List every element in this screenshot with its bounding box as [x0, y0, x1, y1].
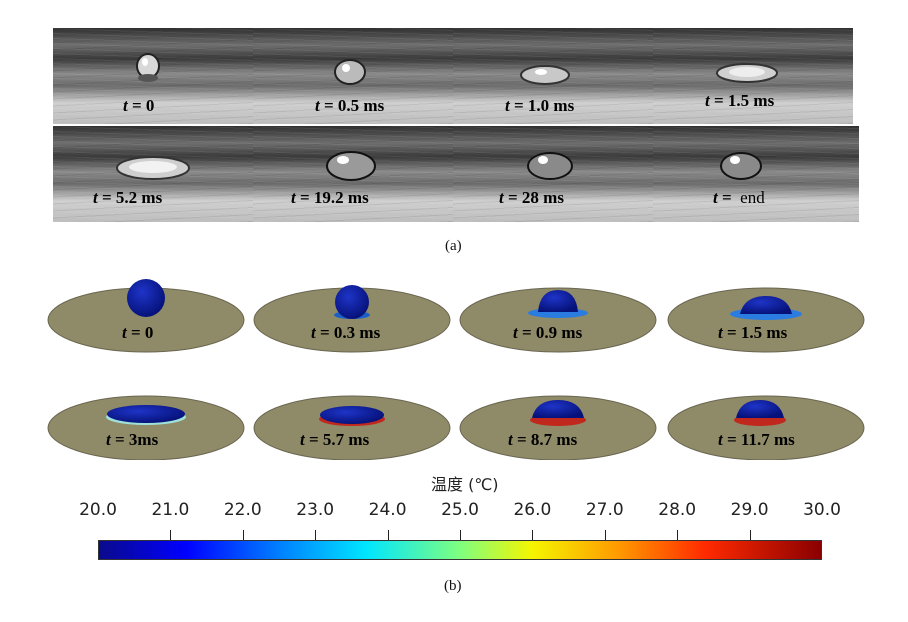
colorbar-tick-label: 30.0: [803, 500, 841, 520]
colorbar-tick: [242, 530, 244, 540]
colorbar-tick-label: 22.0: [223, 500, 262, 520]
colorbar-tick: [677, 530, 679, 540]
time-label: t = 1.5 ms: [705, 91, 775, 110]
photo-frame: t = 0: [53, 28, 253, 124]
colorbar-tick-label: 26.0: [513, 500, 552, 520]
droplet-photo: [520, 65, 570, 85]
sim-frame: [47, 279, 245, 353]
time-label: t = 8.7 ms: [508, 430, 578, 449]
colorbar-tick-label: 24.0: [368, 500, 407, 520]
plate: [47, 395, 245, 460]
time-label: t = 5.2 ms: [93, 188, 163, 207]
time-label: t = end: [713, 188, 765, 207]
plate: [459, 395, 657, 460]
sim-frame: [667, 287, 865, 353]
colorbar-tick: [749, 530, 751, 540]
colorbar-tick-label: 20.0: [79, 500, 117, 520]
colorbar-tick-label: 23.0: [296, 500, 335, 520]
plate: [253, 395, 451, 460]
time-label: t = 5.7 ms: [300, 430, 370, 449]
droplet-photo: [116, 156, 190, 180]
colorbar-tick: [460, 530, 461, 540]
droplet-photo: [720, 152, 762, 180]
droplet-photo: [527, 152, 573, 180]
photo-frame: t = 5.2 ms: [53, 126, 253, 222]
droplet-photo: [334, 59, 366, 85]
sim-frame: [667, 395, 865, 460]
time-label: t = 3ms: [106, 430, 159, 449]
experiment-photo-grid: t = 0 t = 0.5 ms t = 1.0 ms t = 1.5 ms: [53, 28, 859, 222]
colorbar-tick: [387, 530, 389, 540]
photo-frame: t = 19.2 ms: [253, 126, 453, 222]
colorbar-tick-label: 27.0: [585, 500, 624, 520]
photo-frame: t = 0.5 ms: [253, 28, 453, 124]
colorbar-title: 温度 (℃): [431, 475, 499, 494]
droplet-sim: [107, 405, 185, 423]
panel-b-caption: (b): [444, 578, 462, 594]
colorbar-tick: [604, 530, 606, 540]
time-label: t = 19.2 ms: [291, 188, 369, 207]
colorbar-tick-label: 21.0: [151, 500, 190, 520]
plate: [459, 287, 657, 353]
sim-frame: [459, 395, 657, 460]
droplet-sim: [532, 400, 584, 418]
time-label: t = 0: [122, 323, 154, 342]
time-label: t = 1.0 ms: [505, 96, 575, 115]
droplet-sim: [335, 285, 369, 319]
droplet-sim: [538, 290, 578, 312]
droplet-sim: [127, 279, 165, 317]
droplet-sim: [320, 406, 384, 424]
time-label: t = 11.7 ms: [718, 430, 795, 449]
time-label: t = 0.3 ms: [311, 323, 381, 342]
photo-frame: t = 1.0 ms: [453, 28, 653, 124]
sim-frame: [459, 287, 657, 353]
panel-a-caption: (a): [445, 238, 462, 254]
colorbar-tick: [170, 530, 172, 540]
droplet-photo: [716, 63, 778, 83]
sim-frame: [47, 395, 245, 460]
colorbar-tick: [532, 530, 534, 540]
colorbar-tick-label: 25.0: [441, 500, 479, 520]
time-label: t = 0.9 ms: [513, 323, 583, 342]
droplet-photo: [136, 53, 160, 82]
photo-frame: t = 1.5 ms: [653, 28, 853, 124]
plate: [667, 395, 865, 460]
sim-frame: [253, 285, 451, 353]
droplet-photo: [326, 151, 376, 181]
sim-frame: [253, 395, 451, 460]
colorbar-tick-label: 28.0: [658, 500, 697, 520]
simulation-frames: [47, 279, 865, 460]
time-label: t = 0.5 ms: [315, 96, 385, 115]
droplet-sim: [736, 400, 784, 418]
colorbar-tick-label: 29.0: [730, 500, 769, 520]
photo-frame: t = end: [653, 126, 859, 222]
photo-frame: t = 28 ms: [453, 126, 653, 222]
time-label: t = 1.5 ms: [718, 323, 788, 342]
time-label: t = 28 ms: [499, 188, 564, 207]
colorbar-tick: [315, 530, 317, 540]
droplet-sim: [740, 296, 792, 314]
colorbar: [98, 540, 822, 560]
time-label: t = 0: [123, 96, 155, 115]
